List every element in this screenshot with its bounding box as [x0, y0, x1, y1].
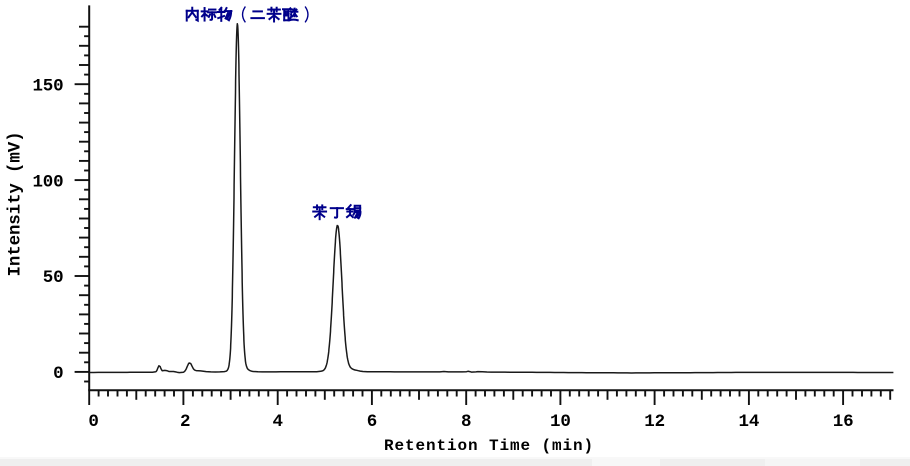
svg-text:4: 4: [273, 412, 283, 432]
svg-text:14: 14: [739, 412, 760, 432]
svg-text:0: 0: [88, 412, 98, 432]
svg-text:100: 100: [32, 172, 63, 192]
svg-text:Retention Time (min): Retention Time (min): [384, 437, 594, 455]
svg-text:6: 6: [367, 412, 377, 432]
svg-text:10: 10: [550, 412, 571, 432]
svg-text:12: 12: [644, 412, 665, 432]
svg-text:0: 0: [53, 364, 63, 384]
svg-text:8: 8: [461, 412, 471, 432]
svg-text:16: 16: [833, 412, 854, 432]
svg-text:Intensity (mV): Intensity (mV): [6, 132, 26, 277]
svg-text:50: 50: [43, 268, 64, 288]
svg-text:150: 150: [32, 76, 63, 96]
svg-text:2: 2: [180, 412, 190, 432]
